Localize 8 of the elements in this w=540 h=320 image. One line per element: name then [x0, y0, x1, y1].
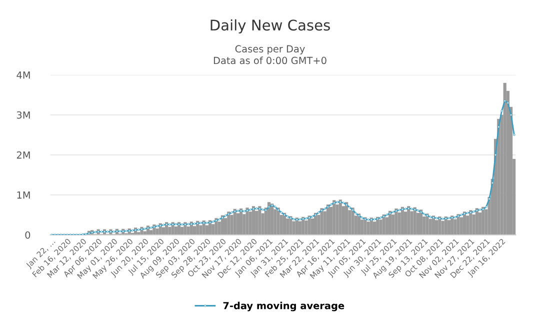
chart-subtitle: Cases per Day Data as of 0:00 GMT+0: [214, 45, 326, 64]
y-tick-label: 1M: [17, 191, 30, 199]
y-tick-label: 3M: [16, 111, 30, 119]
y-tick-label: 2M: [16, 151, 30, 159]
legend-label: 7-day moving average: [223, 302, 344, 312]
y-tick-label: 0: [25, 231, 30, 239]
y-tick-label: 4M: [16, 71, 30, 79]
chart-title: Daily New Cases: [210, 19, 330, 34]
